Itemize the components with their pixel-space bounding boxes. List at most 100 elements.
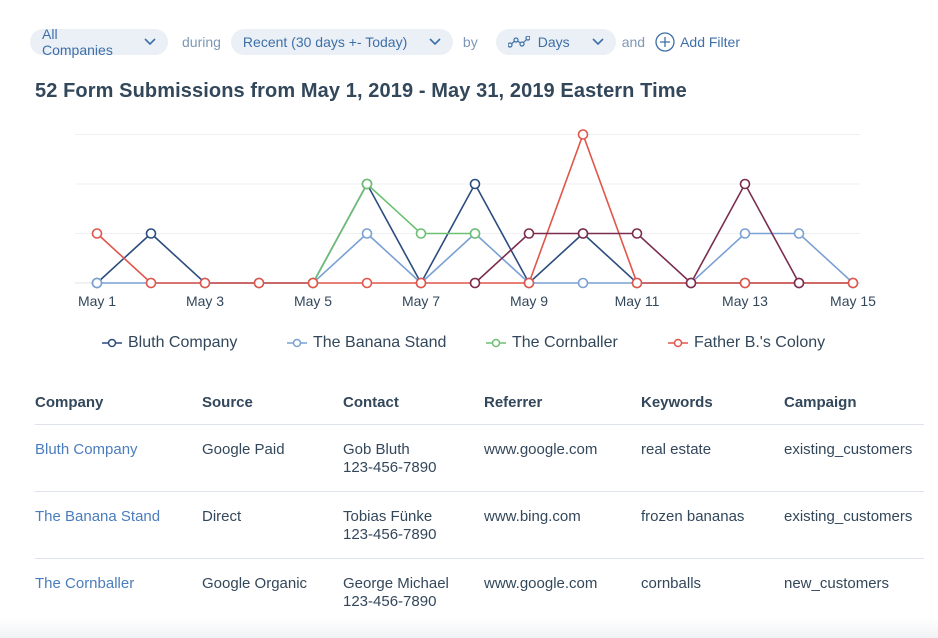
data-point[interactable] bbox=[307, 277, 319, 289]
campaign-cell: existing_customers bbox=[784, 491, 924, 559]
legend-marker-icon bbox=[102, 338, 122, 348]
table-row: Bluth Company Google Paid Gob Bluth 123-… bbox=[35, 424, 924, 492]
legend-item-the-cornballer[interactable]: The Cornballer bbox=[486, 334, 618, 352]
data-point[interactable] bbox=[631, 228, 643, 239]
x-tick-label: May 11 bbox=[615, 293, 660, 309]
legend-item-bluth-company[interactable]: Bluth Company bbox=[102, 334, 237, 352]
contact-cell: George Michael 123-456-7890 bbox=[343, 558, 484, 626]
interval-value: Days bbox=[537, 34, 570, 50]
referrer-cell: www.bing.com bbox=[484, 491, 641, 559]
table-row: The Cornballer Google Organic George Mic… bbox=[35, 558, 924, 626]
data-point[interactable] bbox=[469, 178, 481, 190]
line-chart-icon bbox=[507, 36, 530, 48]
and-label: and bbox=[621, 34, 646, 50]
data-point[interactable] bbox=[469, 277, 481, 289]
data-point[interactable] bbox=[145, 277, 157, 289]
add-filter-button[interactable]: Add Filter bbox=[655, 32, 740, 52]
legend-item-the-banana-stand[interactable]: The Banana Stand bbox=[287, 334, 446, 352]
series-line bbox=[97, 232, 854, 285]
legend-label: Bluth Company bbox=[128, 334, 238, 351]
chevron-down-icon bbox=[592, 38, 604, 46]
x-tick-label: May 3 bbox=[186, 293, 224, 309]
data-point[interactable] bbox=[577, 277, 589, 289]
column-header-referrer[interactable]: Referrer bbox=[484, 393, 543, 411]
keywords-cell: cornballs bbox=[641, 558, 784, 626]
legend-label: Father B.'s Colony bbox=[694, 334, 826, 351]
referrer-cell: www.google.com bbox=[484, 424, 641, 492]
legend-label: The Banana Stand bbox=[313, 334, 447, 351]
data-point[interactable] bbox=[577, 228, 589, 239]
legend-marker-icon bbox=[486, 338, 506, 348]
company-link[interactable]: The Cornballer bbox=[35, 558, 202, 626]
data-point[interactable] bbox=[199, 277, 211, 289]
column-header-source[interactable]: Source bbox=[202, 393, 253, 411]
by-label: by bbox=[462, 34, 478, 50]
data-point[interactable] bbox=[739, 228, 751, 239]
add-filter-label: Add Filter bbox=[680, 34, 740, 50]
data-point[interactable] bbox=[91, 228, 103, 239]
company-link[interactable]: The Banana Stand bbox=[35, 491, 202, 559]
legend-label: The Cornballer bbox=[512, 334, 618, 351]
during-label: during bbox=[182, 34, 221, 50]
column-header-company[interactable]: Company bbox=[35, 393, 104, 411]
contact-phone: 123-456-7890 bbox=[343, 593, 437, 610]
keywords-cell: real estate bbox=[641, 424, 784, 492]
table-row: The Banana Stand Direct Tobias Fünke 123… bbox=[35, 491, 924, 559]
chart-legend: Bluth Company The Banana Stand The Cornb… bbox=[0, 334, 938, 356]
source-cell: Google Paid bbox=[202, 424, 343, 492]
data-point[interactable] bbox=[361, 277, 373, 289]
data-point[interactable] bbox=[145, 228, 157, 239]
column-header-contact[interactable]: Contact bbox=[343, 393, 399, 411]
contact-name: Tobias Fünke bbox=[343, 508, 433, 525]
company-link[interactable]: Bluth Company bbox=[35, 424, 202, 492]
campaign-cell: existing_customers bbox=[784, 424, 924, 492]
data-point[interactable] bbox=[685, 277, 697, 289]
chevron-down-icon bbox=[144, 38, 156, 46]
table-header-row: Company Source Contact Referrer Keywords… bbox=[35, 380, 924, 425]
legend-item-father-bs-colony[interactable]: Father B.'s Colony bbox=[668, 334, 825, 352]
data-point[interactable] bbox=[847, 277, 859, 289]
data-point[interactable] bbox=[415, 228, 427, 239]
data-point[interactable] bbox=[415, 277, 427, 289]
data-point[interactable] bbox=[469, 228, 481, 239]
data-point[interactable] bbox=[253, 277, 265, 289]
campaign-cell: new_customers bbox=[784, 558, 924, 626]
column-header-keywords[interactable]: Keywords bbox=[641, 393, 713, 411]
bottom-fade bbox=[0, 618, 938, 638]
x-tick-label: May 5 bbox=[294, 293, 332, 309]
column-header-campaign[interactable]: Campaign bbox=[784, 393, 857, 411]
data-point[interactable] bbox=[523, 277, 535, 289]
x-tick-label: May 13 bbox=[722, 293, 768, 309]
interval-dropdown[interactable]: Days bbox=[495, 29, 616, 55]
company-filter-dropdown[interactable]: All Companies bbox=[30, 26, 168, 58]
series-line bbox=[312, 182, 475, 284]
company-filter-value: All Companies bbox=[42, 26, 113, 58]
data-point[interactable] bbox=[739, 178, 751, 190]
x-tick-label: May 1 bbox=[78, 293, 116, 309]
data-point[interactable] bbox=[91, 277, 103, 289]
plus-circle-icon bbox=[655, 32, 675, 52]
data-point[interactable] bbox=[793, 277, 805, 289]
contact-cell: Tobias Fünke 123-456-7890 bbox=[343, 491, 484, 559]
data-point[interactable] bbox=[793, 228, 805, 239]
source-cell: Direct bbox=[202, 491, 343, 559]
date-range-dropdown[interactable]: Recent (30 days +- Today) bbox=[230, 29, 453, 55]
contact-name: Gob Bluth bbox=[343, 441, 410, 458]
data-point[interactable] bbox=[361, 228, 373, 239]
data-point[interactable] bbox=[739, 277, 751, 289]
keywords-cell: frozen bananas bbox=[641, 491, 784, 559]
chevron-down-icon bbox=[429, 38, 441, 46]
source-cell: Google Organic bbox=[202, 558, 343, 626]
report-title: 52 Form Submissions from May 1, 2019 - M… bbox=[35, 80, 687, 102]
data-point[interactable] bbox=[577, 129, 589, 140]
contact-cell: Gob Bluth 123-456-7890 bbox=[343, 424, 484, 492]
contact-phone: 123-456-7890 bbox=[343, 526, 437, 543]
submissions-line-chart: May 1 May 3 May 5 May 7 May 9 May 11 May 13 May… bbox=[75, 129, 876, 309]
x-tick-label: May 9 bbox=[510, 293, 548, 309]
date-range-value: Recent (30 days +- Today) bbox=[242, 34, 408, 50]
x-tick-label: May 15 bbox=[830, 293, 876, 309]
legend-marker-icon bbox=[287, 338, 307, 348]
data-point[interactable] bbox=[361, 178, 373, 190]
data-point[interactable] bbox=[523, 228, 535, 239]
data-point[interactable] bbox=[631, 277, 643, 289]
